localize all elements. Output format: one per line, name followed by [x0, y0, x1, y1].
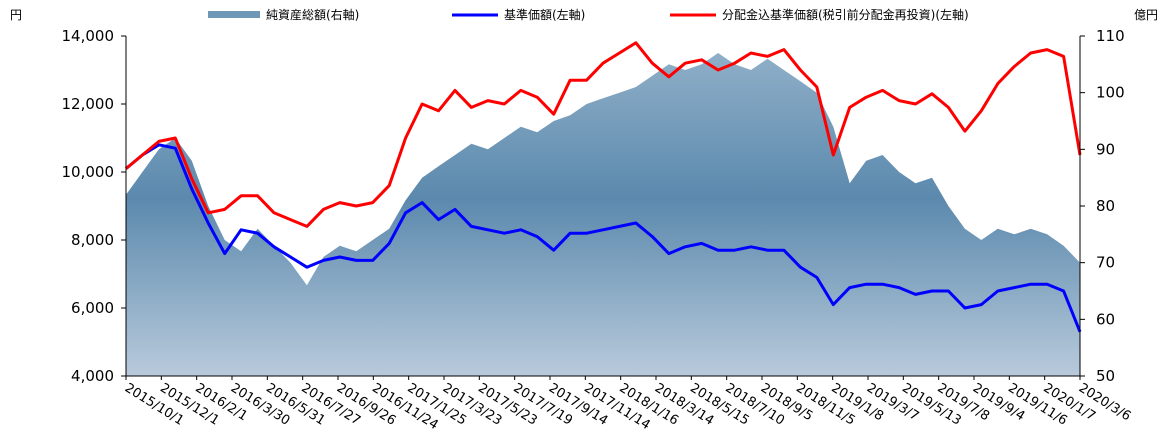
left-tick-label: 10,000	[62, 163, 115, 181]
left-tick-label: 4,000	[71, 367, 114, 385]
legend: 純資産総額(右軸) 基準価額(左軸) 分配金込基準価額(税引前分配金再投資)(左…	[208, 7, 969, 22]
right-tick-label: 110	[1096, 27, 1125, 45]
legend-swatch-net-assets	[208, 11, 260, 18]
left-tick-label: 12,000	[62, 95, 115, 113]
right-tick-label: 90	[1096, 140, 1115, 158]
left-tick-label: 6,000	[71, 299, 114, 317]
legend-label-net-assets: 純資産総額(右軸)	[266, 7, 359, 22]
right-tick-label: 50	[1096, 367, 1115, 385]
x-axis-ticks: 2015/10/12015/12/12016/2/12016/3/302016/…	[122, 376, 1133, 433]
nav-line	[125, 143, 1082, 333]
net-assets-area	[126, 53, 1080, 376]
right-axis-unit: 億円	[1134, 8, 1158, 22]
left-tick-label: 14,000	[62, 27, 115, 45]
left-tick-label: 8,000	[71, 231, 114, 249]
legend-label-nav-with-dividends: 分配金込基準価額(税引前分配金再投資)(左軸)	[722, 7, 969, 22]
right-tick-label: 70	[1096, 254, 1115, 272]
right-axis-ticks: 50 60 70 80 90 100 110	[1096, 27, 1125, 385]
right-tick-label: 100	[1096, 84, 1125, 102]
right-tick-label: 80	[1096, 197, 1115, 215]
left-axis-ticks: 4,000 6,000 8,000 10,000 12,000 14,000	[62, 27, 115, 385]
legend-label-nav: 基準価額(左軸)	[504, 7, 585, 22]
left-axis-unit: 円	[10, 8, 22, 22]
right-tick-label: 60	[1096, 310, 1115, 328]
plot-area	[121, 35, 1085, 377]
nav-with-dividends-line	[125, 41, 1082, 228]
